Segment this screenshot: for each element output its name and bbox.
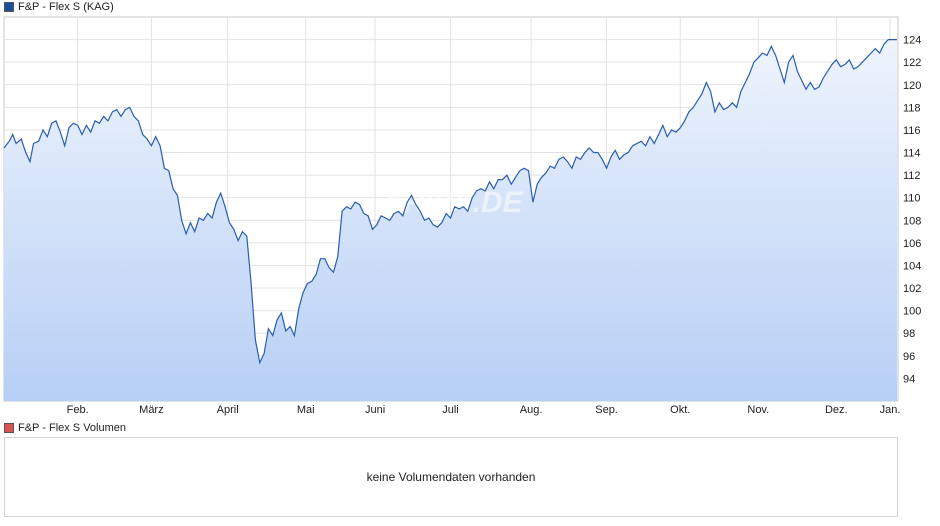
x-tick-label: Mai	[297, 404, 315, 416]
y-tick-label: 94	[903, 373, 915, 385]
price-legend: F&P - Flex S (KAG)	[4, 0, 114, 14]
y-tick-label: 120	[903, 80, 921, 92]
x-tick-label: Okt.	[670, 404, 690, 416]
y-tick-label: 104	[903, 260, 921, 272]
x-tick-label: Nov.	[747, 404, 769, 416]
y-tick-label: 110	[903, 193, 921, 205]
y-tick-label: 124	[903, 35, 921, 47]
x-tick-label: Feb.	[67, 404, 89, 416]
volume-panel: keine Volumendaten vorhanden	[4, 437, 898, 517]
y-tick-label: 100	[903, 306, 921, 318]
x-tick-label: Juli	[442, 404, 459, 416]
y-tick-label: 114	[903, 148, 921, 160]
volume-legend-label: F&P - Flex S Volumen	[18, 422, 127, 434]
price-legend-label: F&P - Flex S (KAG)	[18, 1, 114, 13]
x-tick-label: Sep.	[595, 404, 618, 416]
x-tick-label: Dez.	[825, 404, 848, 416]
x-tick-label: März	[139, 404, 163, 416]
price-area	[4, 39, 897, 401]
x-tick-label: Aug.	[520, 404, 543, 416]
y-tick-label: 106	[903, 238, 921, 250]
price-legend-swatch	[4, 2, 14, 12]
y-tick-label: 108	[903, 215, 921, 227]
y-tick-label: 96	[903, 351, 915, 363]
y-tick-label: 98	[903, 328, 915, 340]
x-tick-label: Juni	[365, 404, 385, 416]
x-tick-label: April	[217, 404, 239, 416]
y-tick-label: 102	[903, 283, 921, 295]
volume-legend-swatch	[4, 423, 14, 433]
x-tick-label: Jan.	[880, 404, 901, 416]
price-chart: ARIVA.DE 9496981001021041061081101121141…	[3, 16, 921, 416]
y-tick-label: 122	[903, 57, 921, 69]
y-tick-label: 116	[903, 125, 921, 137]
y-tick-label: 118	[903, 102, 921, 114]
price-line	[3, 39, 897, 365]
y-tick-label: 112	[903, 170, 921, 182]
volume-legend: F&P - Flex S Volumen	[4, 421, 126, 435]
volume-empty-message: keine Volumendaten vorhanden	[366, 470, 536, 484]
